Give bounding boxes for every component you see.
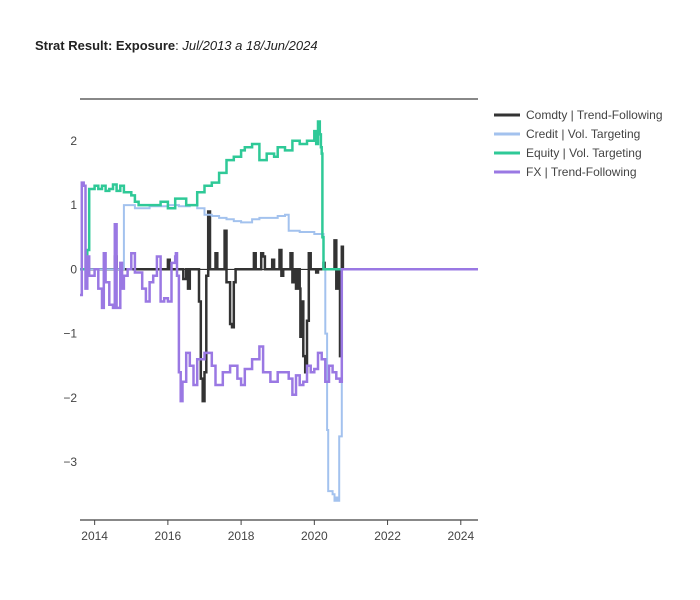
series-layer (80, 120, 478, 502)
chart-title-italic: Jul/2013 a 18/Jun/2024 (181, 38, 317, 53)
chart-title-separator: : (175, 38, 182, 53)
legend-label: Comdty | Trend-Following (526, 108, 663, 122)
series-line-equity-vol-targeting (80, 120, 478, 271)
legend-label: FX | Trend-Following (526, 165, 637, 179)
x-tick-label: 2014 (81, 529, 108, 543)
chart-title-bold: Strat Result: Exposure (35, 38, 175, 53)
x-tick-label: 2024 (447, 529, 474, 543)
legend: Comdty | Trend-Following Credit | Vol. Ta… (494, 108, 663, 179)
y-tick-label: 0 (70, 262, 77, 276)
y-tick-label: −3 (63, 455, 77, 469)
y-tick-label: −2 (63, 391, 77, 405)
y-tick-label: 2 (70, 134, 77, 148)
legend-label: Equity | Vol. Targeting (526, 146, 642, 160)
x-tick-label: 2020 (301, 529, 328, 543)
x-axis-ticks: 2014 2016 2018 2020 2022 2024 (81, 520, 474, 543)
series-line-comdty-trend-following (80, 210, 478, 403)
x-tick-label: 2016 (155, 529, 182, 543)
y-tick-label: −1 (63, 327, 77, 341)
x-tick-label: 2018 (228, 529, 255, 543)
x-tick-label: 2022 (374, 529, 401, 543)
series-line-fx-trend-following (80, 181, 478, 403)
legend-label: Credit | Vol. Targeting (526, 127, 640, 141)
series-line-credit-vol-targeting (80, 204, 478, 502)
chart-title: Strat Result: Exposure: Jul/2013 a 18/Ju… (35, 38, 318, 53)
y-tick-label: 1 (70, 198, 77, 212)
y-axis-ticks: 2 1 0 −1 −2 −3 (63, 134, 77, 469)
